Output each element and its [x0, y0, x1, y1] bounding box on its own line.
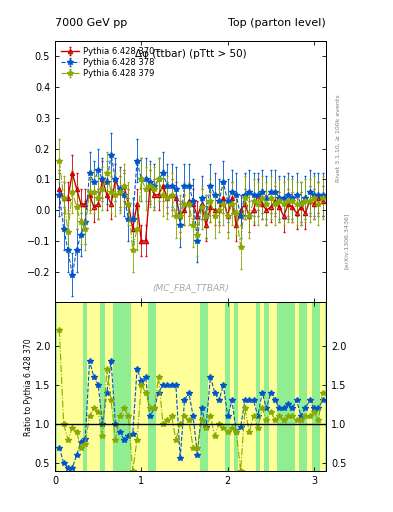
- Text: 7000 GeV pp: 7000 GeV pp: [55, 18, 127, 28]
- Bar: [191, 303, 195, 471]
- Bar: [156, 303, 161, 471]
- Bar: [217, 303, 221, 471]
- Text: Rivet 3.1.10, ≥ 100k events: Rivet 3.1.10, ≥ 100k events: [336, 94, 341, 182]
- Bar: [135, 303, 139, 471]
- Bar: [66, 303, 70, 471]
- Bar: [307, 303, 312, 471]
- Bar: [161, 303, 165, 471]
- Y-axis label: Ratio to Pythia 6.428 370: Ratio to Pythia 6.428 370: [24, 338, 33, 436]
- Text: [arXiv:1306.3436]: [arXiv:1306.3436]: [344, 212, 349, 269]
- Bar: [87, 303, 92, 471]
- Text: (MC_FBA_TTBAR): (MC_FBA_TTBAR): [152, 283, 229, 292]
- Bar: [187, 303, 191, 471]
- Bar: [243, 303, 247, 471]
- Bar: [105, 303, 109, 471]
- Bar: [208, 303, 213, 471]
- Bar: [92, 303, 96, 471]
- Bar: [139, 303, 143, 471]
- Bar: [195, 303, 200, 471]
- Bar: [74, 303, 79, 471]
- Bar: [320, 303, 325, 471]
- Bar: [269, 303, 273, 471]
- Bar: [213, 303, 217, 471]
- Bar: [79, 303, 83, 471]
- Text: Δφ (t̅tbar) (pTtt > 50): Δφ (t̅tbar) (pTtt > 50): [135, 49, 246, 59]
- Bar: [165, 303, 169, 471]
- Bar: [260, 303, 264, 471]
- Bar: [174, 303, 178, 471]
- Bar: [230, 303, 234, 471]
- Bar: [143, 303, 148, 471]
- Bar: [252, 303, 256, 471]
- Bar: [169, 303, 174, 471]
- Bar: [239, 303, 243, 471]
- Bar: [294, 303, 299, 471]
- Bar: [57, 303, 61, 471]
- Bar: [96, 303, 100, 471]
- Bar: [182, 303, 187, 471]
- Legend: Pythia 6.428 370, Pythia 6.428 378, Pythia 6.428 379: Pythia 6.428 370, Pythia 6.428 378, Pyth…: [59, 45, 156, 80]
- Bar: [221, 303, 226, 471]
- Bar: [178, 303, 182, 471]
- Text: Top (parton level): Top (parton level): [228, 18, 326, 28]
- Bar: [247, 303, 252, 471]
- Bar: [61, 303, 66, 471]
- Bar: [109, 303, 113, 471]
- Bar: [273, 303, 277, 471]
- Bar: [70, 303, 74, 471]
- Bar: [130, 303, 135, 471]
